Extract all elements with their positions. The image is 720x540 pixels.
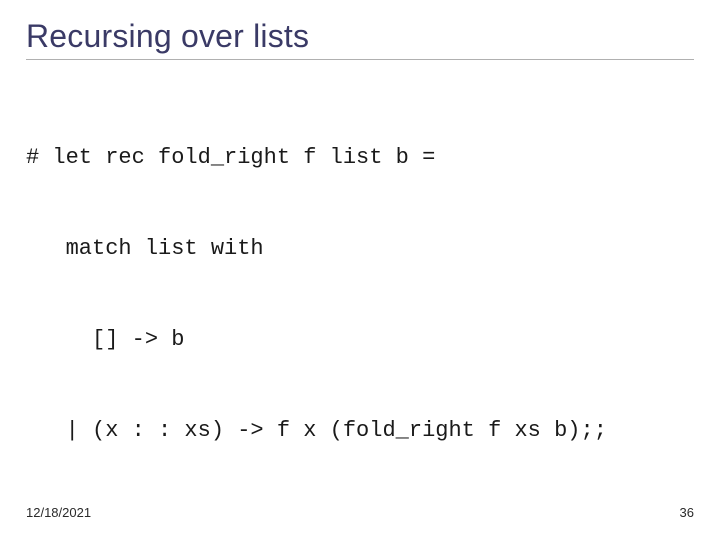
title-rule [26,59,694,60]
slide-title: Recursing over lists [26,18,694,55]
code-block-2: # fold_right (fun val init -> val + init… [26,535,694,540]
footer-page-number: 36 [680,505,694,520]
footer-date: 12/18/2021 [26,505,91,520]
slide-container: Recursing over lists # let rec fold_righ… [0,0,720,540]
code-block-1: # let rec fold_right f list b = match li… [26,82,694,507]
code-line: match list with [26,234,694,264]
code-line: [] -> b [26,325,694,355]
code-line: | (x : : xs) -> f x (fold_right f xs b);… [26,416,694,446]
code-line: # let rec fold_right f list b = [26,143,694,173]
